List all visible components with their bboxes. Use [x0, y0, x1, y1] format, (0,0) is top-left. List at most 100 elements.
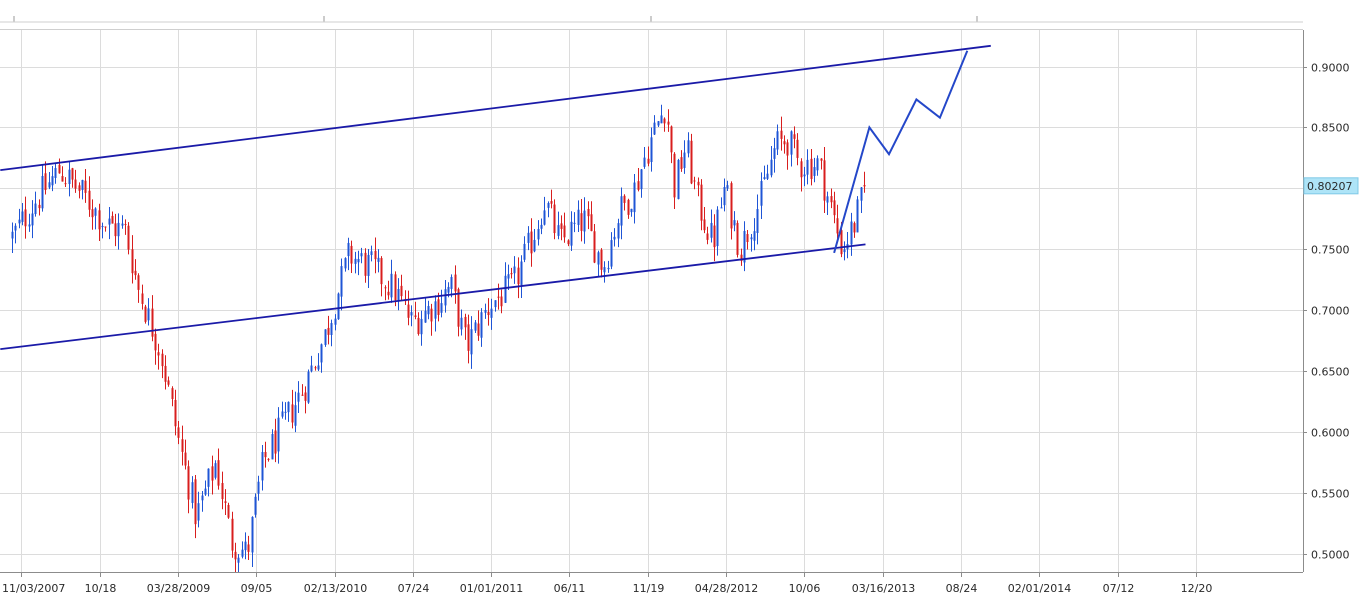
candle-body	[301, 394, 304, 396]
candle	[217, 448, 220, 490]
candle	[21, 203, 24, 226]
candle-body	[177, 427, 180, 438]
candle-body	[726, 185, 729, 189]
candle	[464, 313, 467, 340]
candle-body	[98, 210, 101, 230]
candle	[527, 226, 530, 251]
candle	[207, 468, 210, 497]
candle-body	[197, 503, 200, 521]
candle	[384, 285, 387, 301]
candle-body	[314, 367, 317, 369]
candle	[374, 237, 377, 274]
candle	[507, 264, 510, 291]
candle	[560, 215, 563, 241]
candle-body	[104, 226, 107, 228]
candle-body	[830, 196, 833, 203]
candle	[357, 250, 360, 276]
candle	[167, 376, 170, 387]
candle	[254, 493, 257, 518]
candle-body	[261, 452, 264, 481]
candle-body	[274, 430, 277, 454]
candle	[716, 206, 719, 256]
candle-body	[457, 289, 460, 327]
candle	[730, 181, 733, 240]
candle	[577, 200, 580, 232]
candle	[627, 198, 630, 219]
candle-body	[324, 329, 327, 345]
candle-body	[390, 273, 393, 298]
candle-body	[630, 208, 633, 213]
candle	[137, 273, 140, 303]
candle	[417, 312, 420, 336]
candle-body	[760, 181, 763, 206]
candle	[537, 220, 540, 246]
candle	[467, 314, 470, 364]
candle	[474, 319, 477, 333]
candle-body	[31, 213, 34, 226]
candle	[414, 301, 417, 320]
candle-body	[21, 211, 24, 222]
candle	[830, 188, 833, 209]
candle	[350, 240, 353, 274]
candle-body	[330, 323, 333, 335]
candle-body	[307, 371, 310, 403]
candle-body	[224, 501, 227, 503]
candle-body	[523, 243, 526, 260]
candle	[11, 222, 14, 254]
candle	[28, 213, 31, 232]
candle-body	[593, 231, 596, 263]
candle	[51, 166, 54, 192]
candle	[434, 295, 437, 332]
candle-body	[370, 251, 373, 256]
candle-body	[577, 209, 580, 225]
candle-body	[530, 231, 533, 254]
candle	[187, 460, 190, 514]
candle-body	[14, 225, 17, 231]
candle	[710, 209, 713, 243]
candle	[310, 355, 313, 373]
x-tick-label: 07/12	[1103, 582, 1135, 595]
candle	[640, 168, 643, 198]
candle	[786, 139, 789, 170]
candle-body	[294, 405, 297, 426]
candle-body	[800, 161, 803, 178]
candle	[853, 221, 856, 238]
candle	[776, 124, 779, 156]
candle-body	[61, 176, 64, 182]
candle	[500, 289, 503, 314]
candle-body	[147, 308, 150, 321]
candle-body	[650, 137, 653, 163]
candle-body	[623, 195, 626, 203]
candle-body	[271, 433, 274, 460]
candle-body	[344, 258, 347, 269]
candle-body	[151, 308, 154, 337]
candle-body	[713, 225, 716, 248]
candle	[600, 248, 603, 278]
x-tick-label: 09/05	[241, 582, 273, 595]
candle	[557, 211, 560, 240]
candle	[61, 166, 64, 182]
candle	[693, 176, 696, 190]
candle	[38, 199, 41, 216]
candle-body	[187, 466, 190, 500]
candle	[307, 369, 310, 404]
candle	[480, 308, 483, 347]
candle	[370, 245, 373, 262]
candle-body	[786, 142, 789, 156]
candle-body	[144, 306, 147, 322]
candle-body	[217, 460, 220, 486]
candle-body	[340, 266, 343, 297]
candle-body	[600, 249, 603, 270]
candle	[171, 386, 174, 407]
candle-body	[234, 551, 237, 560]
candle	[274, 418, 277, 463]
candle-body	[504, 275, 507, 303]
x-tick-label: 11/19	[633, 582, 665, 595]
candle	[504, 262, 507, 303]
candle	[141, 284, 144, 310]
candle-body	[450, 277, 453, 289]
candle-body	[494, 300, 497, 308]
candle	[796, 133, 799, 166]
candle-body	[750, 237, 753, 240]
candle	[783, 135, 786, 154]
